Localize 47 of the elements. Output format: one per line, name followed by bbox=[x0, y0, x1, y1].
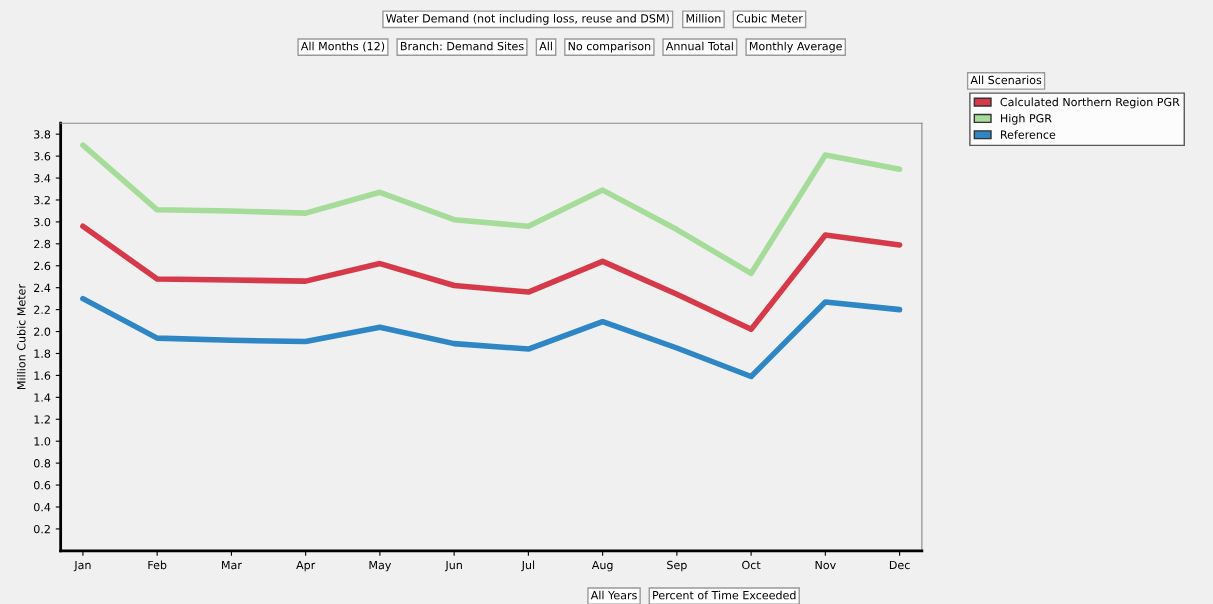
y-tick-label: 3.0 bbox=[34, 217, 51, 227]
x-tick-label: Mar bbox=[222, 560, 242, 570]
text: All Months (12) bbox=[300, 41, 385, 52]
y-tick-label: 2.2 bbox=[34, 305, 50, 314]
text: All Years bbox=[590, 590, 637, 600]
y-tick-label: 1.4 bbox=[34, 393, 51, 402]
text: Monthly Average bbox=[749, 41, 842, 53]
y-tick-label: 1.6 bbox=[34, 371, 51, 380]
legend-label: Calculated Northern Region PGR bbox=[1000, 97, 1180, 109]
x-tick-label: Jul bbox=[521, 560, 535, 572]
y-tick-label: 1.0 bbox=[34, 437, 51, 446]
y-tick-label: 0.6 bbox=[33, 481, 51, 490]
x-tick-label: Oct bbox=[742, 560, 761, 570]
text: Branch: Demand Sites bbox=[400, 41, 524, 51]
y-tick-label: 1.8 bbox=[34, 349, 51, 358]
chart-title: Water Demand (not including loss, reuse and DSM) bbox=[386, 13, 669, 25]
x-tick-label: Feb bbox=[148, 560, 167, 570]
x-tick-label: Apr bbox=[296, 560, 316, 572]
x-tick-label: Nov bbox=[815, 560, 836, 570]
x-tick-label: Jan bbox=[73, 560, 91, 572]
y-tick-label: 0.4 bbox=[33, 502, 51, 512]
x-tick-label: Dec bbox=[889, 560, 910, 570]
legend-label: Reference bbox=[1000, 130, 1056, 139]
y-tick-label: 0.2 bbox=[33, 524, 50, 534]
x-tick-label: May bbox=[369, 560, 392, 572]
text: Percent of Time Exceeded bbox=[653, 590, 796, 600]
y-tick-label: 3.6 bbox=[34, 152, 51, 161]
text: No comparison bbox=[568, 41, 651, 53]
text: Million bbox=[686, 13, 721, 23]
text: All Scenarios bbox=[970, 75, 1042, 85]
y-tick-label: 2.4 bbox=[34, 283, 51, 292]
x-tick-label: Jun bbox=[444, 560, 462, 572]
y-tick-label: 3.4 bbox=[34, 174, 51, 183]
text: Cubic Meter bbox=[736, 13, 803, 23]
x-tick-label: Sep bbox=[667, 560, 687, 572]
y-tick-label: 3.2 bbox=[34, 195, 50, 205]
text: All bbox=[539, 41, 552, 51]
y-tick-label: 2.6 bbox=[34, 261, 51, 271]
y-tick-label: 2.0 bbox=[34, 327, 51, 336]
y-tick-label: 3.8 bbox=[34, 130, 51, 139]
y-tick-label: 1.2 bbox=[34, 415, 50, 424]
y-tick-label: 2.8 bbox=[34, 239, 51, 249]
y-tick-label: 0.8 bbox=[33, 459, 51, 468]
legend-label: High PGR bbox=[1000, 113, 1052, 125]
text: Annual Total bbox=[665, 41, 733, 51]
x-tick-label: Aug bbox=[591, 560, 613, 572]
y-axis-title: Million Cubic Meter bbox=[16, 284, 26, 389]
